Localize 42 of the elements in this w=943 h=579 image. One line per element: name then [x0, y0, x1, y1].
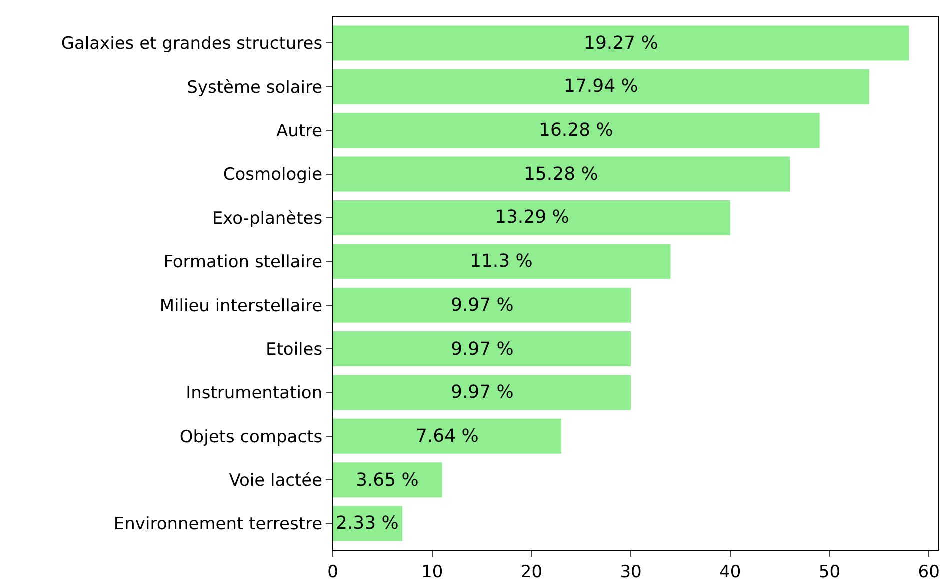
- x-tick-label: 30: [620, 562, 642, 579]
- annotation: 3.65 %: [356, 470, 419, 491]
- y-tick-label: Formation stellaire: [164, 252, 323, 273]
- bar: [333, 244, 671, 280]
- bar: [333, 332, 632, 367]
- y-tick-label: Voie lactée: [229, 471, 323, 492]
- y-tick-label: Cosmologie: [223, 165, 323, 186]
- y-tick-label: Environnement terrestre: [114, 514, 323, 535]
- annotation: 9.97 %: [451, 339, 514, 360]
- annotation: 2.33 %: [336, 513, 399, 534]
- y-tick-label: Galaxies et grandes structures: [61, 34, 323, 54]
- y-tick-label: Instrumentation: [186, 384, 323, 404]
- x-tick-label: 0: [328, 562, 338, 579]
- annotation: 15.28 %: [524, 164, 598, 185]
- annotation: 19.27 %: [584, 33, 658, 54]
- bar: [333, 69, 870, 104]
- annotation: 9.97 %: [451, 295, 514, 316]
- bar: [333, 462, 442, 498]
- x-tick-label: 60: [918, 562, 940, 579]
- y-tick-label: Etoiles: [266, 340, 323, 360]
- bar: [333, 418, 562, 454]
- annotation: 17.94 %: [564, 76, 638, 97]
- y-tick-label: Autre: [276, 122, 323, 142]
- bar: [333, 375, 632, 410]
- y-tick-label: Système solaire: [187, 78, 323, 98]
- annotation: 16.28 %: [539, 120, 614, 141]
- x-tick-label: 40: [720, 562, 742, 579]
- annotation: 11.3 %: [470, 251, 533, 272]
- x-tick-label: 20: [520, 562, 543, 579]
- annotation: 13.29 %: [495, 207, 570, 228]
- x-tick-label: 50: [818, 562, 841, 579]
- bar: [333, 113, 820, 148]
- bar: [333, 26, 910, 61]
- annotation: 7.64 %: [416, 426, 479, 447]
- bar: [333, 288, 632, 323]
- bar: [333, 156, 790, 192]
- y-tick-label: Objets compacts: [180, 427, 323, 448]
- y-tick-label: Milieu interstellaire: [160, 296, 323, 316]
- y-tick-label: Exo-planètes: [212, 208, 323, 229]
- annotation: 9.97 %: [451, 382, 514, 403]
- bar: [333, 200, 730, 236]
- x-tick-label: 10: [422, 562, 444, 579]
